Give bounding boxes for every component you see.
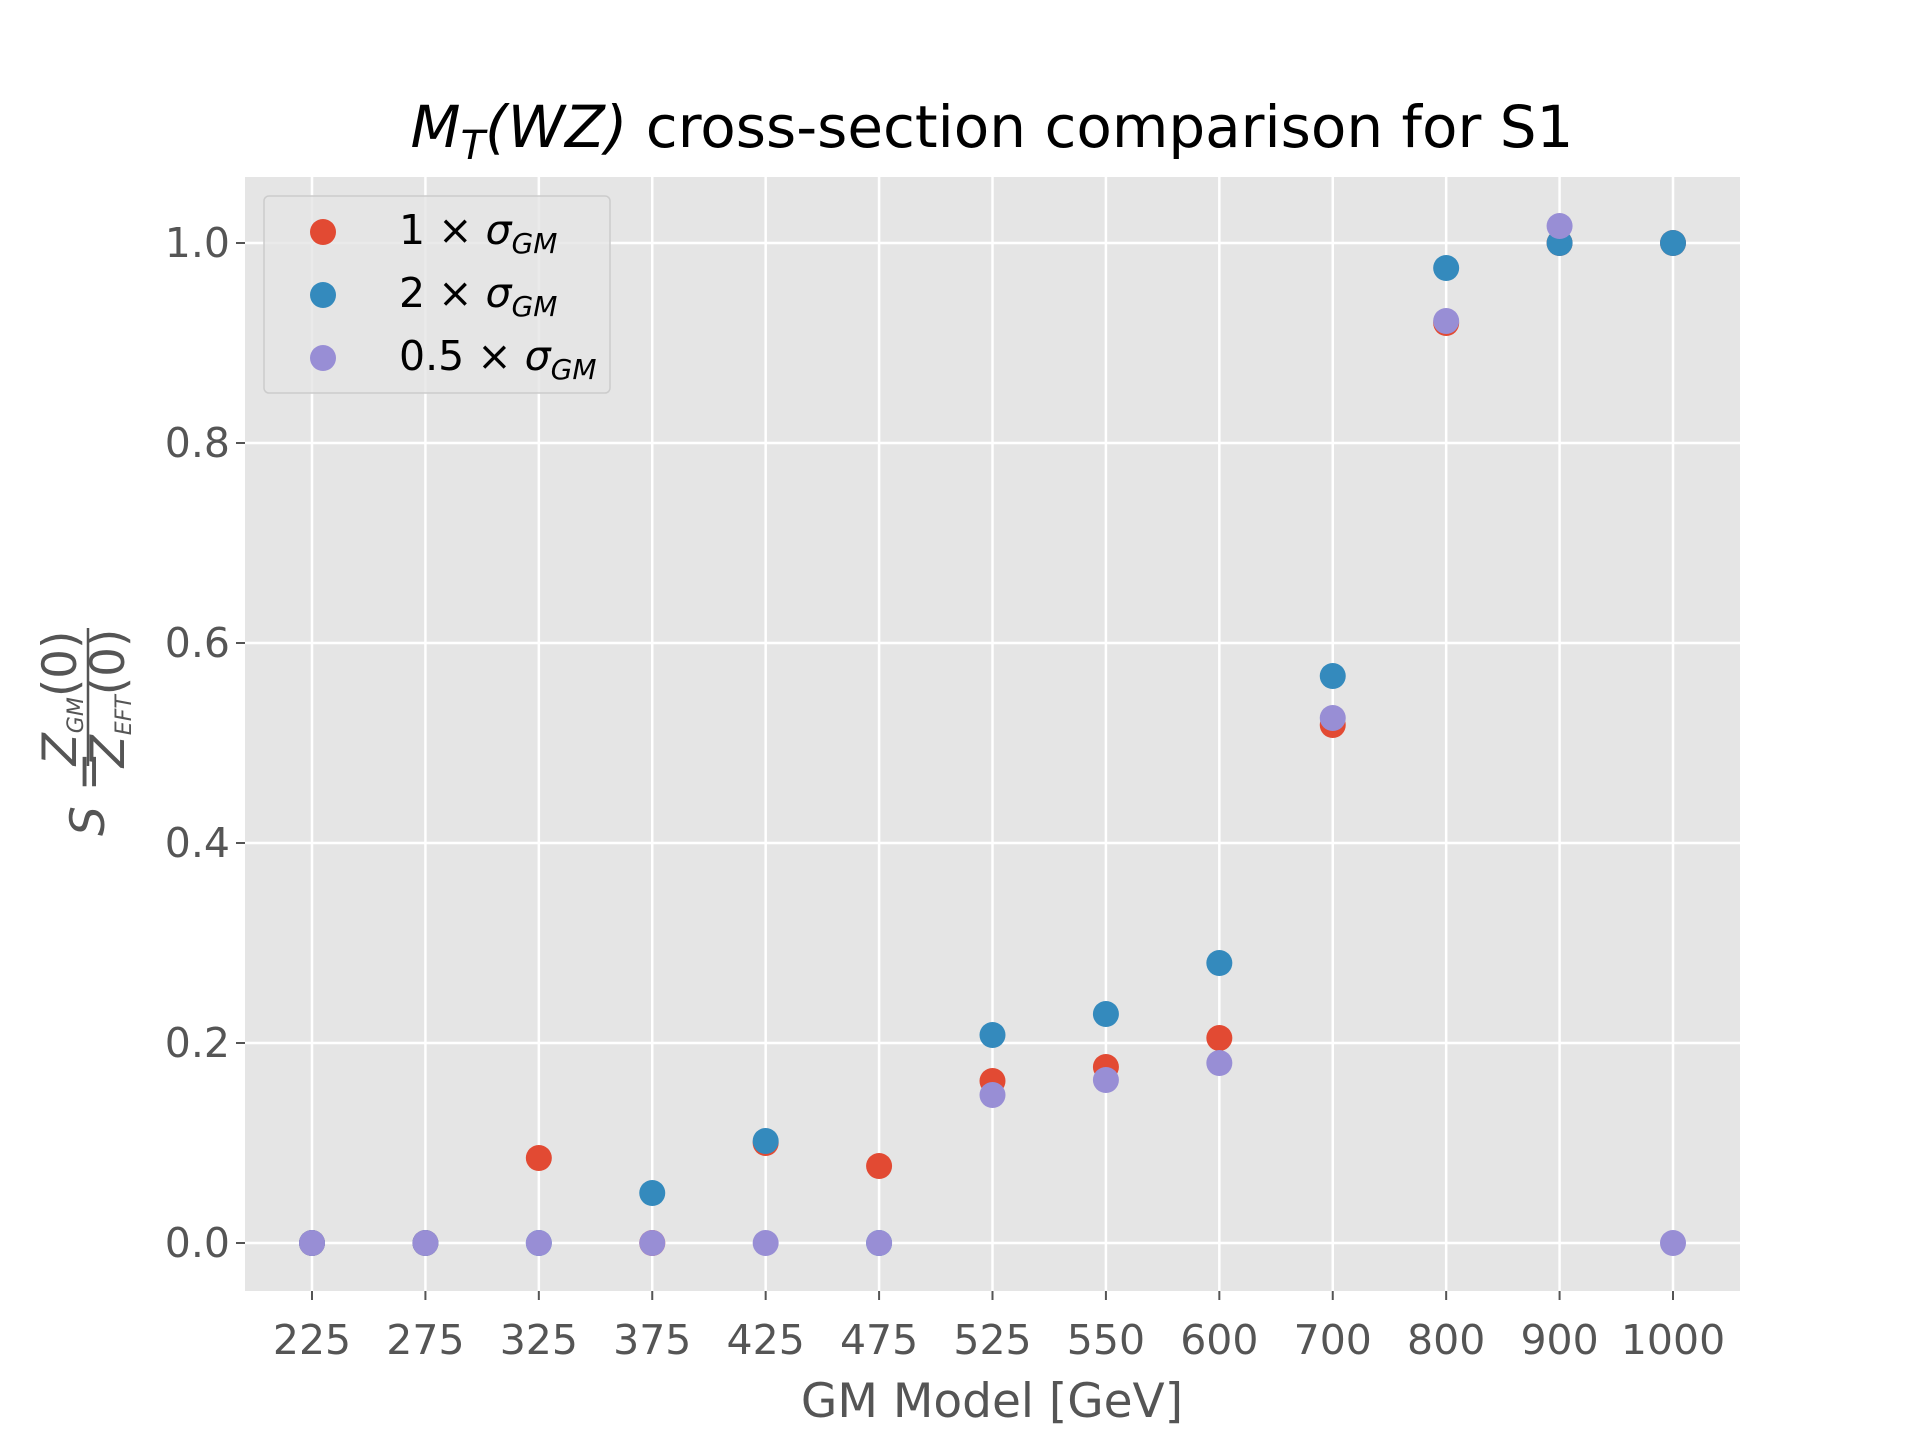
x-tick-label: 425 — [727, 1316, 805, 1364]
data-point-series-2-525 — [979, 1082, 1006, 1108]
x-tick-label: 325 — [500, 1316, 578, 1364]
data-point-series-2-1000 — [1660, 1230, 1686, 1256]
y-tick-label: 1.0 — [165, 219, 230, 267]
x-tick-label: 1000 — [1621, 1316, 1725, 1364]
svg-text:ZGM(0): ZGM(0) — [33, 631, 89, 768]
data-point-series-2-800 — [1433, 308, 1460, 334]
data-point-series-2-425 — [752, 1230, 779, 1256]
data-point-series-0-475 — [866, 1153, 893, 1179]
data-points — [299, 213, 1686, 1256]
y-tick-label: 0.2 — [165, 1019, 230, 1067]
grid-lines — [245, 177, 1740, 1291]
data-point-series-1-700 — [1319, 663, 1346, 689]
x-tick-label: 700 — [1294, 1316, 1372, 1364]
data-point-series-2-600 — [1206, 1050, 1233, 1076]
x-tick-label: 800 — [1407, 1316, 1485, 1364]
legend-box — [263, 195, 611, 394]
data-point-series-1-550 — [1092, 1001, 1119, 1027]
y-tick-label: 0.0 — [165, 1219, 230, 1267]
legend-label-2x: 2 × σGM — [399, 269, 557, 323]
chart-title: MT(WZ) cross-section comparison for S1 — [411, 93, 1574, 169]
data-point-series-1-800 — [1433, 255, 1460, 281]
data-point-series-1-1000 — [1660, 230, 1686, 256]
data-point-series-2-475 — [866, 1230, 893, 1256]
legend-marker-2x — [310, 282, 336, 308]
svg-text:ZEFT(0): ZEFT(0) — [81, 629, 137, 770]
data-point-series-2-550 — [1092, 1067, 1119, 1093]
data-point-series-0-325 — [525, 1145, 552, 1171]
y-axis-label: S = ZGM(0) ZEFT(0) — [33, 628, 137, 836]
x-axis-label: GM Model [GeV] — [801, 1374, 1183, 1429]
data-point-series-1-425 — [752, 1128, 779, 1154]
x-tick-label: 600 — [1180, 1316, 1258, 1364]
legend-marker-1x — [310, 219, 336, 245]
x-tick-label: 225 — [273, 1316, 351, 1364]
x-tick-label: 375 — [613, 1316, 691, 1364]
data-point-series-2-275 — [412, 1230, 439, 1256]
legend-marker-0.5x — [310, 345, 336, 371]
x-tick-label: 550 — [1067, 1316, 1145, 1364]
x-axis-ticks: 225 275 325 375 425 475 525 550 600 700 800 900 1000 — [273, 1291, 1725, 1364]
x-tick-label: 475 — [840, 1316, 918, 1364]
x-tick-label: 275 — [386, 1316, 464, 1364]
data-point-series-2-325 — [525, 1230, 552, 1256]
data-point-series-1-525 — [979, 1022, 1006, 1048]
data-point-series-2-700 — [1319, 705, 1346, 731]
x-tick-label: 900 — [1520, 1316, 1598, 1364]
legend-label-0.5x: 0.5 × σGM — [399, 332, 597, 386]
x-tick-label: 525 — [953, 1316, 1031, 1364]
y-tick-label: 0.8 — [165, 419, 230, 467]
data-point-series-2-375 — [639, 1230, 666, 1256]
data-point-series-2-900 — [1546, 213, 1573, 239]
y-tick-label: 0.4 — [165, 819, 230, 867]
data-point-series-2-225 — [299, 1230, 325, 1256]
data-point-series-1-375 — [639, 1180, 666, 1206]
legend-label-1x: 1 × σGM — [399, 206, 557, 260]
y-axis-ticks: 0.0 0.2 0.4 0.6 0.8 1.0 — [165, 219, 245, 1267]
data-point-series-1-600 — [1206, 950, 1233, 976]
y-tick-label: 0.6 — [165, 619, 230, 667]
legend: 1 × σGM 2 × σGM 0.5 × σGM — [263, 195, 611, 394]
data-point-series-0-600 — [1206, 1025, 1233, 1051]
